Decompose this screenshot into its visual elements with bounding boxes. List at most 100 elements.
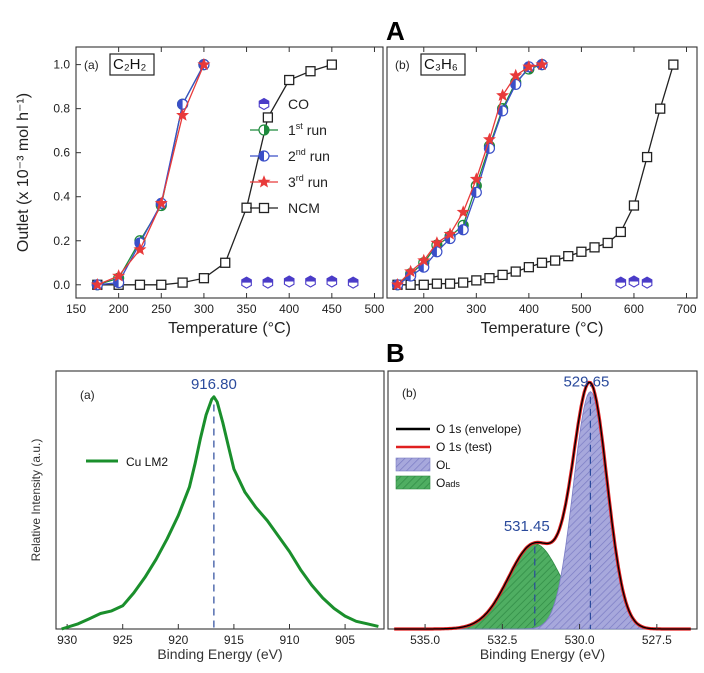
chart-a-b-point-ncm-17-shape [615, 226, 626, 238]
chart-a-b-point-ncm-16 [602, 237, 613, 249]
chart-a-a-point-co-2 [283, 275, 295, 288]
chart-a-b-point-ncm-7-shape [484, 273, 495, 284]
chart-a-b-point-ncm-5 [458, 277, 469, 288]
chart-a-b-point-ncm-20-shape [655, 103, 666, 114]
chart-a-a-ytick-label-2: 0.4 [53, 190, 70, 204]
chart-a-a-legend-marker-co-fill [259, 98, 269, 104]
chart-a-b-panel-tag: (b) [395, 58, 410, 72]
chart-a-b-point-3rd-run-7-shape [482, 132, 496, 145]
chart-b-b-xlabel: Binding Energy (eV) [480, 646, 605, 662]
chart-a-b-point-ncm-18-shape [628, 200, 640, 211]
chart-a-a-xlabel: Temperature (°C) [168, 320, 291, 337]
chart-a-b-point-ncm-17 [615, 226, 626, 238]
chart-a-b-point-2nd-run-2-fill [418, 262, 424, 273]
chart-a-b-point-ncm-11-shape [536, 257, 548, 268]
chart-a-a-point-3rd-run-4-shape [176, 108, 190, 121]
chart-a-a-point-co-1 [262, 276, 274, 289]
chart-a-b-point-ncm-14-shape [576, 246, 587, 257]
chart-a-b-point-ncm-7 [484, 273, 495, 284]
chart-a-a-point-ncm-8-shape [262, 112, 274, 123]
chart-a-a-point-ncm-2-shape [134, 279, 146, 290]
chart-a-a-point-co-5 [347, 276, 359, 289]
chart-a-a-ytick-label-5: 1.0 [53, 58, 70, 72]
chart-a-a-point-ncm-4 [177, 277, 188, 288]
chart-a-b-point-2nd-run-5-fill [458, 224, 464, 235]
chart-a-b-point-ncm-19 [641, 151, 653, 163]
chart-a-b-point-ncm-8-shape [497, 269, 508, 281]
chart-a-a-point-co-1-fill [262, 277, 273, 283]
chart-a-a-point-3rd-run-1-shape [112, 269, 126, 282]
chart-a-a-legend-marker-ncm [258, 202, 270, 214]
chart-a-b-point-co-2 [641, 276, 653, 289]
chart-b-a-xtick-label-2: 920 [168, 633, 188, 647]
chart-b-b-panel-tag: (b) [402, 386, 417, 400]
chart-a-a-xtick-label-1: 200 [109, 302, 129, 316]
chart-a-a-point-3rd-run-0 [90, 277, 104, 291]
chart-a-b-point-3rd-run-0 [391, 277, 404, 291]
chart-b-a-peak-label: 916.80 [191, 376, 237, 393]
chart-a-b-point-ncm-13 [563, 251, 574, 262]
chart-a-a-line-1st-run [97, 64, 205, 286]
chart-a-a-legend-label-2nd-run: 2nd run [288, 147, 330, 164]
chart-a-b-line-3rd-run [397, 63, 543, 286]
chart-a-b-point-ncm-12-shape [549, 255, 561, 266]
chart-a-a-point-ncm-10-shape [305, 66, 316, 77]
chart-a-b-point-3rd-run-10 [522, 59, 536, 73]
chart-a-b-point-3rd-run-9 [509, 68, 523, 82]
chart-a-a-legend-marker-ncm-shape [258, 202, 270, 214]
chart-a-b-point-ncm-21 [668, 59, 679, 70]
chart-a-b-point-ncm-21-shape [668, 59, 679, 70]
section-letter-a: A [386, 16, 405, 46]
chart-a-a-point-3rd-run-4 [176, 108, 190, 121]
chart-b-a-xtick-label-3: 915 [224, 633, 244, 647]
chart-a-a-point-3rd-run-5-shape [197, 57, 211, 71]
chart-a-b-point-3rd-run-2-shape [417, 253, 431, 267]
chart-a-b-point-3rd-run-6-shape [469, 172, 483, 185]
chart-a-a-point-2nd-run-1-fill [113, 277, 119, 288]
chart-a-b-point-3rd-run-3-shape [430, 236, 444, 249]
chart-a-b-point-ncm-20 [655, 103, 666, 114]
chart-b-a-xlabel: Binding Energy (eV) [157, 646, 282, 662]
chart-a-b-point-co-0-fill [615, 277, 626, 283]
chart-a-b-point-ncm-13-shape [563, 251, 574, 262]
chart-a-a-legend-marker-2nd-run [258, 150, 270, 162]
chart-a-b-point-3rd-run-4 [443, 227, 457, 240]
chart-a-b-line-ncm [397, 64, 675, 286]
chart-a-a-xtick-label-4: 350 [237, 302, 257, 316]
chart-a-b-point-ncm-10-shape [523, 262, 535, 273]
chart-a-a-legend-label-ncm: NCM [288, 200, 320, 216]
chart-a-a-point-ncm-6 [220, 257, 231, 268]
chart-b-a-xtick-label-0: 930 [57, 633, 77, 647]
chart-a-a-point-co-0-fill [241, 277, 252, 283]
chart-a-b-point-3rd-run-10-shape [522, 59, 536, 73]
chart-a-b-point-co-2-fill [642, 277, 653, 283]
chart-a-a-point-ncm-8 [262, 112, 274, 123]
chart-a-b-point-3rd-run-8 [496, 88, 510, 101]
chart-b-b-legend-label-test: O 1s (test) [436, 440, 492, 454]
chart-a-b-point-ncm-14 [576, 246, 587, 257]
chart-a-b-xtick-label-1: 300 [466, 302, 486, 316]
chart-a-a-legend-marker-3rd-run [257, 175, 271, 188]
chart-a-a-point-2nd-run-1 [113, 276, 125, 289]
chart-a-b-point-ncm-1-shape [405, 279, 416, 290]
chart-a-b-point-ncm-4-shape [444, 278, 456, 289]
chart-b-b-peak-label-0: 529.65 [563, 373, 609, 390]
chart-a-a-point-3rd-run-2 [133, 242, 147, 256]
chart-a-b-line-1st-run [397, 63, 543, 286]
chart-a-a-point-ncm-11 [326, 59, 337, 70]
chart-a-a-point-3rd-run-3-shape [154, 196, 168, 209]
chart-a-b-xtick-label-3: 500 [571, 302, 591, 316]
chart-b-a-xtick-label-5: 905 [335, 633, 355, 647]
chart-a-b-point-ncm-2-shape [418, 279, 429, 290]
chart-a-a-point-ncm-5-shape [198, 273, 210, 284]
chart-a-a-point-co-4 [326, 275, 338, 288]
chart-b-b-legend-label-ol: OL [436, 458, 450, 472]
chart-a-a-legend-marker-2nd-run-fill [259, 151, 264, 161]
chart-a-a-ytick-label-1: 0.2 [53, 234, 70, 248]
chart-a-a-gas-label-box [109, 53, 155, 76]
chart-a-b-point-ncm-9-shape [510, 266, 521, 277]
chart-a-a-point-2nd-run-2-fill [134, 237, 140, 248]
chart-a-b-point-3rd-run-5-shape [456, 205, 470, 218]
chart-a-a-point-3rd-run-3 [154, 196, 168, 209]
